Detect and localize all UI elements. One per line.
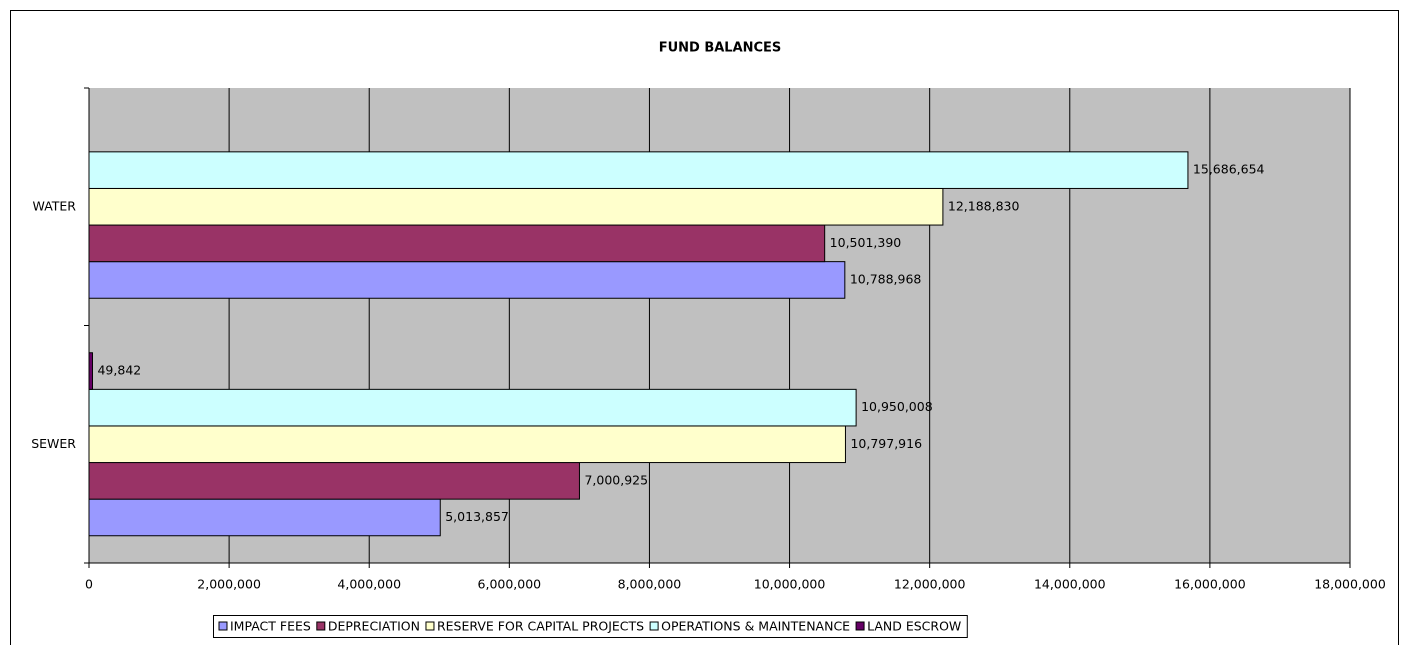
legend-label: RESERVE FOR CAPITAL PROJECTS xyxy=(437,619,644,634)
legend-label: LAND ESCROW xyxy=(867,619,961,634)
x-tick-label: 6,000,000 xyxy=(478,577,542,592)
legend-label: IMPACT FEES xyxy=(230,619,311,634)
bar xyxy=(88,261,846,299)
value-label: 10,950,008 xyxy=(861,399,933,414)
value-label: 49,842 xyxy=(97,363,141,378)
value-label: 10,788,968 xyxy=(850,271,922,286)
bar xyxy=(88,388,857,427)
x-tick-label: 2,000,000 xyxy=(197,577,261,592)
bar xyxy=(88,224,826,263)
bar xyxy=(88,462,580,500)
legend-swatch xyxy=(425,621,435,631)
x-tick-label: 18,000,000 xyxy=(1314,577,1386,592)
value-label: 7,000,925 xyxy=(584,472,648,487)
x-tick-label: 4,000,000 xyxy=(337,577,401,592)
value-label: 5,013,857 xyxy=(445,509,509,524)
y-tick-label: WATER xyxy=(33,198,77,213)
legend-swatch xyxy=(649,621,659,631)
x-tick-label: 0 xyxy=(85,577,93,592)
legend xyxy=(213,615,968,638)
x-tick-label: 10,000,000 xyxy=(754,577,826,592)
legend-swatch xyxy=(855,621,865,631)
bar xyxy=(88,425,846,464)
value-label: 15,686,654 xyxy=(1193,162,1265,177)
bar xyxy=(88,498,441,537)
x-tick-label: 12,000,000 xyxy=(894,577,966,592)
legend-swatch xyxy=(316,621,326,631)
legend-label: DEPRECIATION xyxy=(328,619,420,634)
x-tick-label: 14,000,000 xyxy=(1034,577,1106,592)
x-tick-label: 16,000,000 xyxy=(1174,577,1246,592)
value-label: 12,188,830 xyxy=(948,198,1020,213)
value-label: 10,501,390 xyxy=(830,235,902,250)
value-label: 10,797,916 xyxy=(850,436,922,451)
y-tick-label: SEWER xyxy=(31,436,76,451)
bar xyxy=(88,352,93,390)
legend-swatch xyxy=(218,621,228,631)
legend-label: OPERATIONS & MAINTENANCE xyxy=(661,619,850,634)
bar xyxy=(88,187,944,226)
x-tick-label: 8,000,000 xyxy=(618,577,682,592)
chart-title: FUND BALANCES xyxy=(659,41,782,56)
bar xyxy=(88,151,1189,189)
